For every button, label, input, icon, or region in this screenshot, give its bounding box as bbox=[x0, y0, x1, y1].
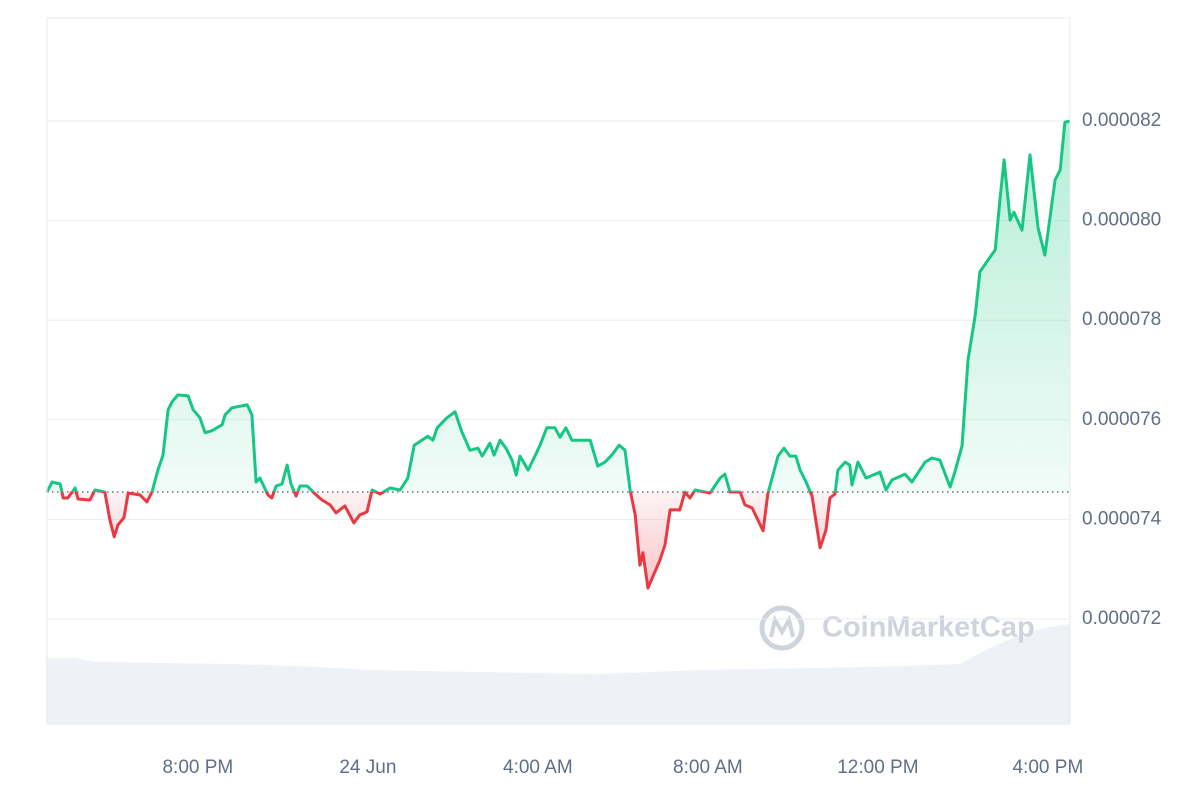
watermark: CoinMarketCap bbox=[759, 605, 1035, 651]
volume-area bbox=[47, 624, 1070, 724]
x-tick-label: 8:00 PM bbox=[162, 757, 233, 778]
watermark-text: CoinMarketCap bbox=[822, 612, 1035, 644]
y-tick-label: 0.000076 bbox=[1082, 409, 1161, 430]
x-tick-label: 8:00 AM bbox=[673, 757, 743, 778]
plot bbox=[45, 119, 1071, 590]
area-up bbox=[47, 121, 1070, 492]
y-tick-label: 0.000072 bbox=[1082, 608, 1161, 629]
grid bbox=[47, 120, 1070, 620]
x-tick-label: 4:00 AM bbox=[503, 757, 573, 778]
x-tick-label: 24 Jun bbox=[339, 757, 396, 778]
plot-frame bbox=[46, 17, 1071, 725]
x-tick-label: 4:00 PM bbox=[1013, 757, 1084, 778]
watermark-logo-mark bbox=[769, 614, 795, 638]
area-down bbox=[47, 491, 1070, 589]
x-tick-label: 12:00 PM bbox=[837, 757, 918, 778]
y-tick-label: 0.000078 bbox=[1082, 309, 1161, 330]
y-tick-label: 0.000074 bbox=[1082, 508, 1162, 529]
price-line-down bbox=[46, 491, 837, 590]
y-tick-label: 0.000082 bbox=[1082, 110, 1161, 131]
y-tick-label: 0.000080 bbox=[1082, 210, 1161, 231]
watermark-logo bbox=[759, 605, 805, 651]
price-line-up bbox=[45, 119, 1071, 492]
